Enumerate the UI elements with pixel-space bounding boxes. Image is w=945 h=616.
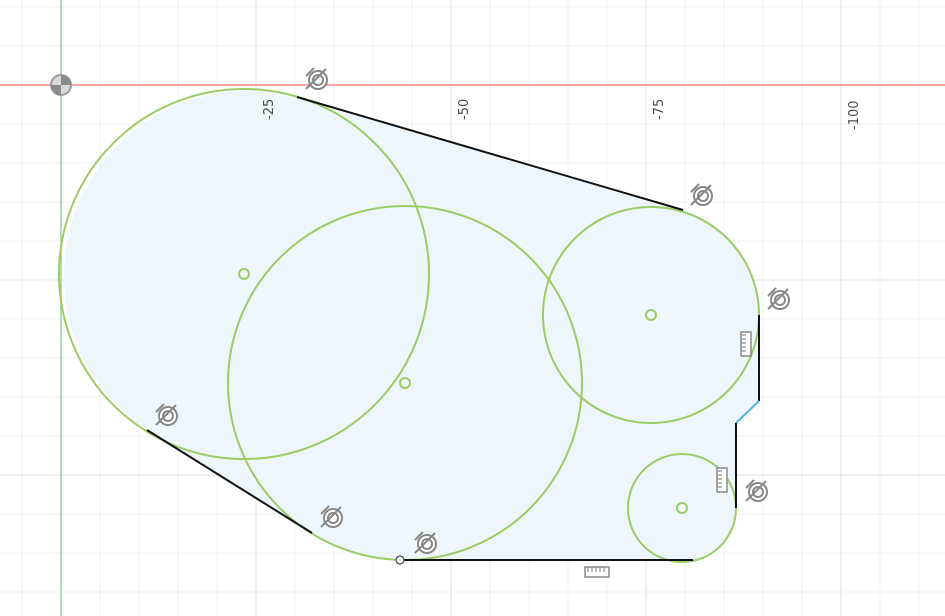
tangent-constraint-icon[interactable]: [767, 287, 790, 310]
vertical-constraint-icon[interactable]: [716, 467, 728, 493]
center-point[interactable]: [399, 377, 411, 389]
large-circle-left[interactable]: [58, 88, 430, 460]
vertical-constraint-icon[interactable]: [740, 331, 752, 357]
center-point[interactable]: [238, 268, 250, 280]
endpoint[interactable]: [395, 555, 405, 565]
tick-label: -50: [457, 99, 472, 120]
center-point[interactable]: [645, 309, 657, 321]
center-point[interactable]: [676, 502, 688, 514]
origin-icon[interactable]: [50, 74, 72, 96]
tangent-constraint-icon[interactable]: [690, 183, 713, 206]
tick-label: -25: [262, 99, 277, 120]
tick-label: -75: [652, 99, 667, 120]
tangent-constraint-icon[interactable]: [305, 67, 328, 90]
tangent-line-left[interactable]: [146, 429, 313, 534]
chamfer-line-selected[interactable]: [735, 400, 760, 424]
tangent-line-top[interactable]: [296, 96, 684, 211]
tangent-constraint-icon[interactable]: [745, 479, 768, 502]
horizontal-constraint-icon[interactable]: [584, 566, 610, 578]
tick-label: -100: [847, 100, 862, 130]
profile-region[interactable]: [64, 90, 760, 561]
